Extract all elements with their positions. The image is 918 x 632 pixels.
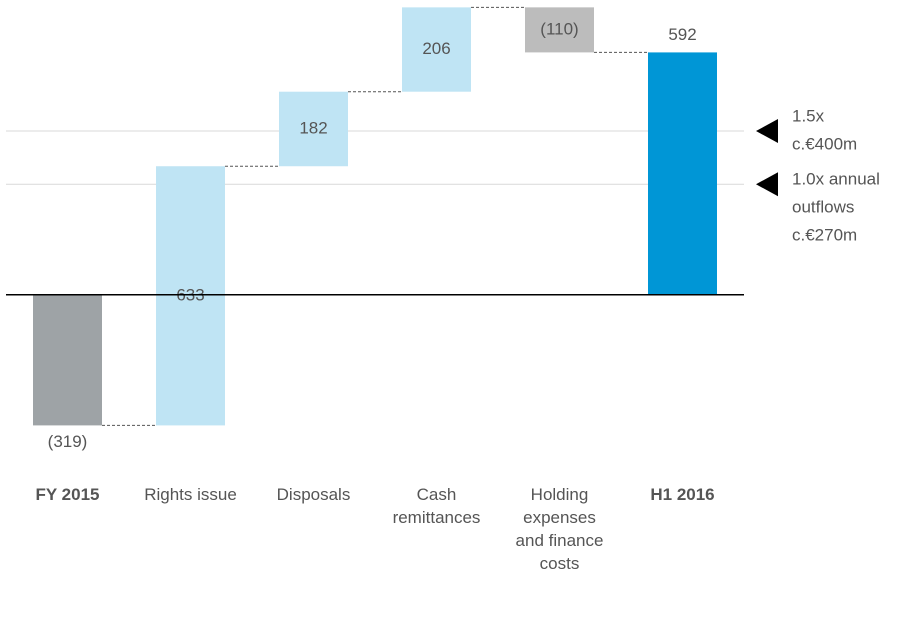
bar xyxy=(156,166,225,426)
bar xyxy=(525,7,594,53)
bar xyxy=(648,52,717,295)
reference-label: c.€400m xyxy=(792,135,857,154)
x-tick-label: Cash remittances xyxy=(392,485,481,527)
reference-label: 1.0x annual xyxy=(792,170,880,189)
bar xyxy=(279,91,348,167)
value-label: 592 xyxy=(668,25,696,44)
x-tick-label: Rights issue xyxy=(144,485,237,504)
value-label: 206 xyxy=(422,39,450,58)
x-tick-label: Disposals xyxy=(276,485,351,504)
bar xyxy=(402,7,471,92)
x-tick-label: H1 2016 xyxy=(650,485,715,504)
value-label: (319) xyxy=(48,432,88,451)
value-label: 182 xyxy=(299,118,327,137)
reference-marker xyxy=(756,172,778,197)
reference-marker xyxy=(756,119,778,144)
reference-label: 1.5x xyxy=(792,107,825,126)
value-label: (110) xyxy=(540,19,578,38)
reference-label: c.€270m xyxy=(792,226,857,245)
x-tick-label: Holding expenses and finance costs xyxy=(515,485,604,573)
bar xyxy=(33,294,102,426)
reference-label: outflows xyxy=(792,198,854,217)
x-tick-label: FY 2015 xyxy=(35,485,100,504)
